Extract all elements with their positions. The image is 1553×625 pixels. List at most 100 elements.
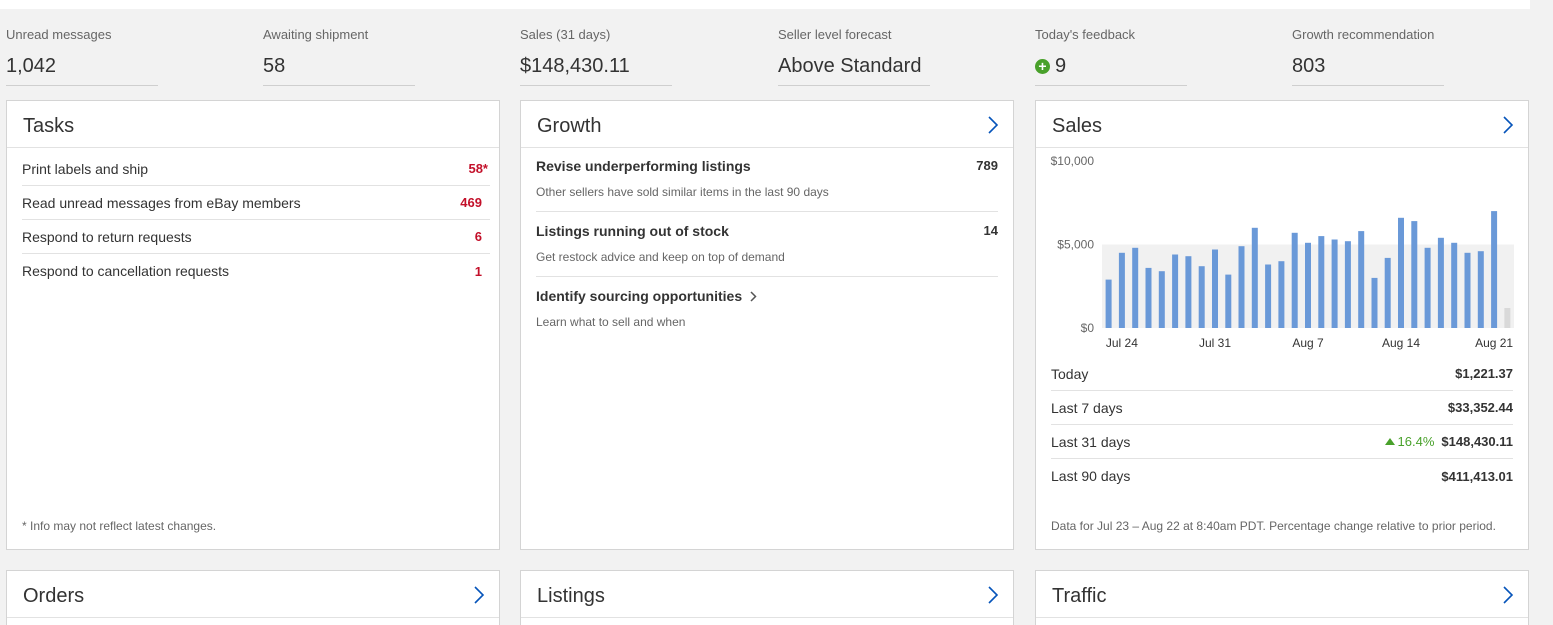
chart-bar[interactable] xyxy=(1437,237,1444,328)
metric-label: Awaiting shipment xyxy=(263,27,369,42)
chart-bar[interactable] xyxy=(1132,247,1139,328)
sales-row-value-text: $1,221.37 xyxy=(1455,366,1513,381)
metric-value[interactable]: Above Standard xyxy=(778,53,930,86)
chevron-right-icon[interactable] xyxy=(987,115,999,135)
sales-row: Last 7 days $33,352.44 xyxy=(1051,391,1513,425)
chart-bar[interactable] xyxy=(1238,246,1245,328)
chart-bar[interactable] xyxy=(1198,266,1205,328)
task-row[interactable]: Respond to cancellation requests 1 xyxy=(22,254,490,288)
card-title: Traffic xyxy=(1052,585,1107,607)
chart-bar[interactable] xyxy=(1145,267,1152,328)
task-label[interactable]: Read unread messages from eBay members xyxy=(22,194,301,211)
card-title: Growth xyxy=(537,115,602,137)
chart-bar[interactable] xyxy=(1411,221,1418,328)
sales-row-value-text: $33,352.44 xyxy=(1447,400,1513,415)
metric-value[interactable]: 803 xyxy=(1292,53,1444,86)
chart-bar[interactable] xyxy=(1318,236,1325,328)
chart-bar[interactable] xyxy=(1451,242,1458,328)
task-count[interactable]: 1 xyxy=(474,263,482,279)
x-tick-label: Jul 24 xyxy=(1106,336,1138,350)
metric-label: Growth recommendation xyxy=(1292,27,1435,42)
chart-bar[interactable] xyxy=(1278,261,1285,328)
metric-value[interactable]: $148,430.11 xyxy=(520,53,672,86)
x-tick-label: Aug 14 xyxy=(1382,336,1420,350)
chevron-right-icon[interactable] xyxy=(1502,115,1514,135)
chart-bar[interactable] xyxy=(1291,232,1298,328)
metric-awaiting-shipment[interactable]: Awaiting shipment 58 xyxy=(263,27,415,86)
chart-bar[interactable] xyxy=(1212,249,1218,329)
chart-bar[interactable] xyxy=(1504,308,1511,328)
task-count[interactable]: 6 xyxy=(474,229,482,244)
task-label[interactable]: Respond to cancellation requests xyxy=(22,263,230,279)
chart-bar[interactable] xyxy=(1491,211,1498,328)
growth-item[interactable]: Listings running out of stock 14 Get res… xyxy=(536,222,998,277)
growth-item[interactable]: Revise underperforming listings 789 Othe… xyxy=(536,157,998,212)
growth-item-desc: Get restock advice and keep on top of de… xyxy=(536,250,785,264)
sales-row-value: $33,352.44 xyxy=(1448,400,1513,415)
chart-bar[interactable] xyxy=(1305,242,1311,328)
chart-bar[interactable] xyxy=(1158,271,1165,328)
sales-row-value: $411,413.01 xyxy=(1441,469,1513,484)
metric-seller-level[interactable]: Seller level forecast Above Standard xyxy=(778,27,930,86)
chart-bar[interactable] xyxy=(1225,274,1232,328)
chart-bar[interactable] xyxy=(1331,239,1338,329)
task-label[interactable]: Respond to return requests xyxy=(22,228,192,245)
metric-value[interactable]: 58 xyxy=(263,53,415,86)
chart-bar[interactable] xyxy=(1398,217,1404,328)
task-count[interactable]: 58* xyxy=(468,161,488,176)
chart-bar[interactable] xyxy=(1185,256,1192,328)
tasks-footnote: * Info may not reflect latest changes. xyxy=(22,519,217,533)
chart-bar[interactable] xyxy=(1424,247,1431,328)
chart-bar[interactable] xyxy=(1477,251,1484,328)
y-tick-label: $5,000 xyxy=(1057,238,1094,252)
sales-chart: $10,000 $5,000 $0 Jul 24 Jul 31 Aug 7 Aug 14 Au… xyxy=(1046,153,1516,353)
card-header: Growth xyxy=(521,101,1013,148)
y-tick-label: $0 xyxy=(1081,321,1095,335)
summary-metrics: Unread messages 1,042 Awaiting shipment … xyxy=(0,0,1553,90)
growth-item-count[interactable]: 789 xyxy=(976,158,998,173)
task-label[interactable]: Print labels and ship xyxy=(22,160,149,177)
sales-row-value: 16.4% $148,430.11 xyxy=(1384,434,1513,449)
chart-bar[interactable] xyxy=(1344,241,1351,328)
tasks-card: Tasks Print labels and ship 58* Read unr… xyxy=(6,100,500,550)
arrow-up-icon xyxy=(1384,438,1395,445)
chart-bar[interactable] xyxy=(1251,227,1258,328)
chart-bar[interactable] xyxy=(1172,254,1179,329)
task-row[interactable]: Print labels and ship 58* xyxy=(22,152,490,186)
task-row[interactable]: Respond to return requests 6 xyxy=(22,220,490,254)
sales-change-text: 16.4% xyxy=(1397,434,1435,449)
metric-unread-messages[interactable]: Unread messages 1,042 xyxy=(6,27,158,86)
chart-bar[interactable] xyxy=(1371,277,1378,328)
chart-bar[interactable] xyxy=(1464,252,1471,328)
sales-card: Sales $10,000 $5,000 $0 Jul 24 Jul 31 Aug 7 Au… xyxy=(1035,100,1529,550)
chevron-right-icon[interactable] xyxy=(473,585,485,605)
card-header: Listings xyxy=(521,571,1013,618)
growth-item-title[interactable]: Revise underperforming listings xyxy=(536,157,998,175)
task-row[interactable]: Read unread messages from eBay members 4… xyxy=(22,186,490,220)
growth-item-title[interactable]: Listings running out of stock xyxy=(536,222,998,240)
chevron-right-icon[interactable] xyxy=(1502,585,1514,605)
task-count[interactable]: 469 xyxy=(460,195,482,210)
sales-row: Today $1,221.37 xyxy=(1051,357,1513,391)
metric-sales-31-days[interactable]: Sales (31 days) $148,430.11 xyxy=(520,27,672,86)
x-tick-label: Jul 31 xyxy=(1199,336,1231,350)
task-list: Print labels and ship 58* Read unread me… xyxy=(22,152,490,288)
chart-bar[interactable] xyxy=(1118,252,1125,328)
chart-bar[interactable] xyxy=(1384,257,1391,328)
chart-bar[interactable] xyxy=(1358,231,1365,328)
metric-value[interactable]: + 9 xyxy=(1035,53,1187,86)
metric-growth-recommendation[interactable]: Growth recommendation 803 xyxy=(1292,27,1444,86)
metric-label: Sales (31 days) xyxy=(520,27,611,42)
chart-bar[interactable] xyxy=(1265,264,1272,329)
sales-row-value: $1,221.37 xyxy=(1455,366,1513,381)
card-title: Tasks xyxy=(23,115,75,137)
chart-bar[interactable] xyxy=(1105,279,1112,328)
metric-value[interactable]: 1,042 xyxy=(6,53,158,86)
metric-todays-feedback[interactable]: Today's feedback + 9 xyxy=(1035,27,1187,86)
growth-item-title[interactable]: Identify sourcing opportunities xyxy=(536,287,998,305)
chevron-right-icon xyxy=(750,290,757,302)
metric-label: Unread messages xyxy=(6,27,112,42)
chevron-right-icon[interactable] xyxy=(987,585,999,605)
growth-item-count[interactable]: 14 xyxy=(983,223,998,238)
growth-item[interactable]: Identify sourcing opportunities Learn wh… xyxy=(536,287,998,342)
